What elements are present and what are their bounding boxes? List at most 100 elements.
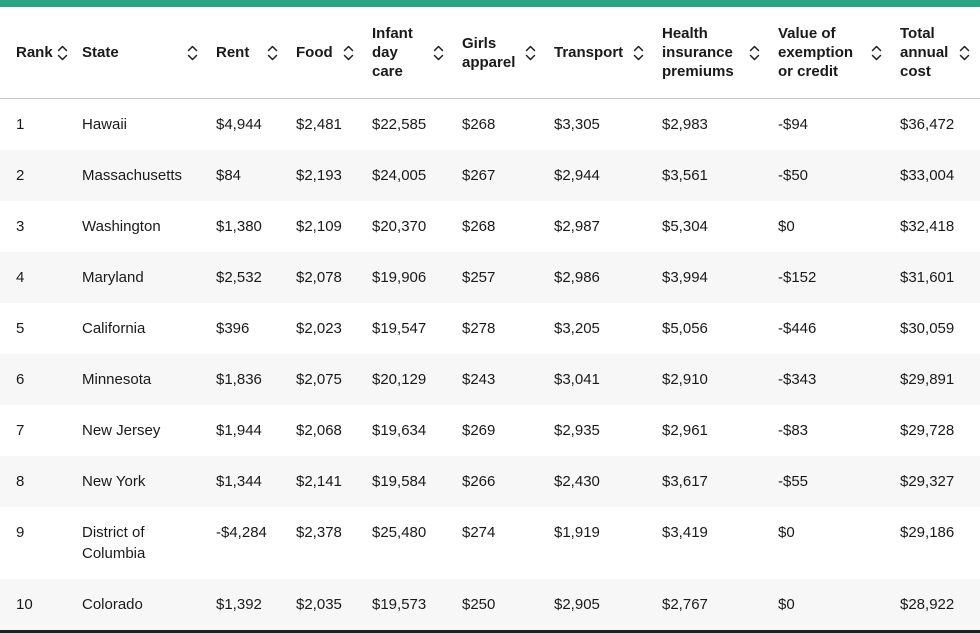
- cell-transport: $2,944: [554, 167, 600, 184]
- sort-chevrons-icon[interactable]: [633, 44, 644, 62]
- cell-state: Massachusetts: [82, 167, 183, 184]
- cell-food: $2,378: [296, 524, 342, 541]
- column-header-label: Transport: [554, 44, 624, 61]
- cell-rank: 6: [16, 371, 25, 388]
- cell-infant-day-care: $20,129: [372, 371, 427, 388]
- cell-girls-apparel: $266: [462, 473, 496, 490]
- cell-state: California: [82, 320, 146, 337]
- cell-health-insurance-premiums: $2,767: [662, 596, 708, 613]
- cell-rank: 9: [16, 524, 25, 541]
- cell-rank: 4: [16, 269, 25, 286]
- cell-rank: 10: [16, 596, 33, 613]
- cell-rent: $1,944: [216, 422, 262, 439]
- cell-food: $2,035: [296, 596, 342, 613]
- sort-chevrons-icon[interactable]: [267, 44, 278, 62]
- cell-transport: $2,430: [554, 473, 600, 490]
- cell-rent: $1,392: [216, 596, 262, 613]
- column-header-infant-day-care[interactable]: Infant day care: [364, 7, 454, 99]
- table-body: 1 Hawaii $4,944 $2,481 $22,585 $268 $3,305 $2,9…: [0, 98, 980, 630]
- column-header-label: Total annual cost: [900, 25, 949, 80]
- column-header-girls-apparel[interactable]: Girls apparel: [454, 7, 546, 99]
- column-header-label: Rank: [16, 44, 53, 61]
- table-row: 1 Hawaii $4,944 $2,481 $22,585 $268 $3,305 $2,9…: [0, 98, 980, 150]
- cell-infant-day-care: $19,584: [372, 473, 427, 490]
- cell-food: $2,023: [296, 320, 342, 337]
- sort-chevrons-icon[interactable]: [343, 44, 354, 62]
- column-header-rank[interactable]: Rank: [0, 7, 74, 99]
- cell-rank: 3: [16, 218, 25, 235]
- cell-transport: $2,987: [554, 218, 600, 235]
- cell-girls-apparel: $267: [462, 167, 496, 184]
- table-row: 10 Colorado $1,392 $2,035 $19,573 $250 $2,905 $…: [0, 579, 980, 630]
- table-row: 9 District of Columbia -$4,284 $2,378 $25,48…: [0, 507, 980, 579]
- cell-infant-day-care: $19,547: [372, 320, 427, 337]
- column-header-health-insurance-premiums[interactable]: Health insurance premiums: [654, 7, 770, 99]
- cell-value-of-exemption-or-credit: -$343: [778, 371, 817, 388]
- cell-food: $2,481: [296, 116, 342, 133]
- cell-food: $2,078: [296, 269, 342, 286]
- header-row: Rank State Rent Food Infant day care Girls ap…: [0, 7, 980, 99]
- sort-chevrons-icon[interactable]: [749, 44, 760, 62]
- cell-transport: $2,905: [554, 596, 600, 613]
- cell-girls-apparel: $278: [462, 320, 496, 337]
- column-header-transport[interactable]: Transport: [546, 7, 654, 99]
- cell-girls-apparel: $274: [462, 524, 496, 541]
- table-row: 6 Minnesota $1,836 $2,075 $20,129 $243 $3,041 $…: [0, 354, 980, 405]
- sort-chevrons-icon[interactable]: [187, 44, 198, 62]
- column-header-total-annual-cost[interactable]: Total annual cost: [892, 7, 980, 99]
- cell-girls-apparel: $250: [462, 596, 496, 613]
- cell-state: Minnesota: [82, 371, 152, 388]
- cell-rank: 1: [16, 116, 25, 133]
- cell-transport: $2,935: [554, 422, 600, 439]
- cell-health-insurance-premiums: $2,983: [662, 116, 708, 133]
- cell-rent: $2,532: [216, 269, 262, 286]
- cell-health-insurance-premiums: $5,304: [662, 218, 708, 235]
- column-header-label: Infant day care: [372, 25, 413, 80]
- cell-food: $2,109: [296, 218, 342, 235]
- table-header: Rank State Rent Food Infant day care Girls ap…: [0, 7, 980, 99]
- cell-state: New York: [82, 473, 146, 490]
- cell-rent: $1,380: [216, 218, 262, 235]
- column-header-value-of-exemption-or-credit[interactable]: Value of exemption or credit: [770, 7, 892, 99]
- sort-chevrons-icon[interactable]: [871, 44, 882, 62]
- cell-state: Hawaii: [82, 116, 128, 133]
- cell-girls-apparel: $257: [462, 269, 496, 286]
- sort-chevrons-icon[interactable]: [433, 44, 444, 62]
- cell-infant-day-care: $22,585: [372, 116, 427, 133]
- cell-rent: $1,836: [216, 371, 262, 388]
- cell-transport: $3,041: [554, 371, 600, 388]
- column-header-label: Girls apparel: [462, 34, 516, 71]
- cell-infant-day-care: $19,573: [372, 596, 427, 613]
- cell-state: Washington: [82, 218, 161, 235]
- cell-rent: $4,944: [216, 116, 262, 133]
- sort-chevrons-icon[interactable]: [57, 44, 68, 62]
- cell-food: $2,075: [296, 371, 342, 388]
- cell-rank: 8: [16, 473, 25, 490]
- table-row: 7 New Jersey $1,944 $2,068 $19,634 $269 $2,935…: [0, 405, 980, 456]
- cost-table: Rank State Rent Food Infant day care Girls ap…: [0, 7, 980, 630]
- cell-value-of-exemption-or-credit: -$83: [778, 422, 809, 439]
- sort-chevrons-icon[interactable]: [525, 44, 536, 62]
- cell-value-of-exemption-or-credit: -$446: [778, 320, 817, 337]
- cell-rent: $84: [216, 167, 242, 184]
- cell-state: Colorado: [82, 596, 143, 613]
- cell-total-annual-cost: $33,004: [900, 167, 955, 184]
- cell-total-annual-cost: $29,186: [900, 524, 955, 541]
- cell-value-of-exemption-or-credit: $0: [778, 218, 795, 235]
- sort-chevrons-icon[interactable]: [959, 44, 970, 62]
- cell-state: Maryland: [82, 269, 144, 286]
- cell-value-of-exemption-or-credit: -$94: [778, 116, 809, 133]
- table-row: 5 California $396 $2,023 $19,547 $278 $3,205 $5…: [0, 303, 980, 354]
- column-header-rent[interactable]: Rent: [208, 7, 288, 99]
- cell-value-of-exemption-or-credit: $0: [778, 596, 795, 613]
- column-header-food[interactable]: Food: [288, 7, 364, 99]
- column-header-label: Food: [296, 44, 333, 61]
- cell-rent: $1,344: [216, 473, 262, 490]
- cell-rent: -$4,284: [216, 524, 267, 541]
- cell-total-annual-cost: $30,059: [900, 320, 955, 337]
- table-row: 3 Washington $1,380 $2,109 $20,370 $268 $2,987…: [0, 201, 980, 252]
- cell-total-annual-cost: $36,472: [900, 116, 955, 133]
- column-header-state[interactable]: State: [74, 7, 208, 99]
- cell-girls-apparel: $243: [462, 371, 496, 388]
